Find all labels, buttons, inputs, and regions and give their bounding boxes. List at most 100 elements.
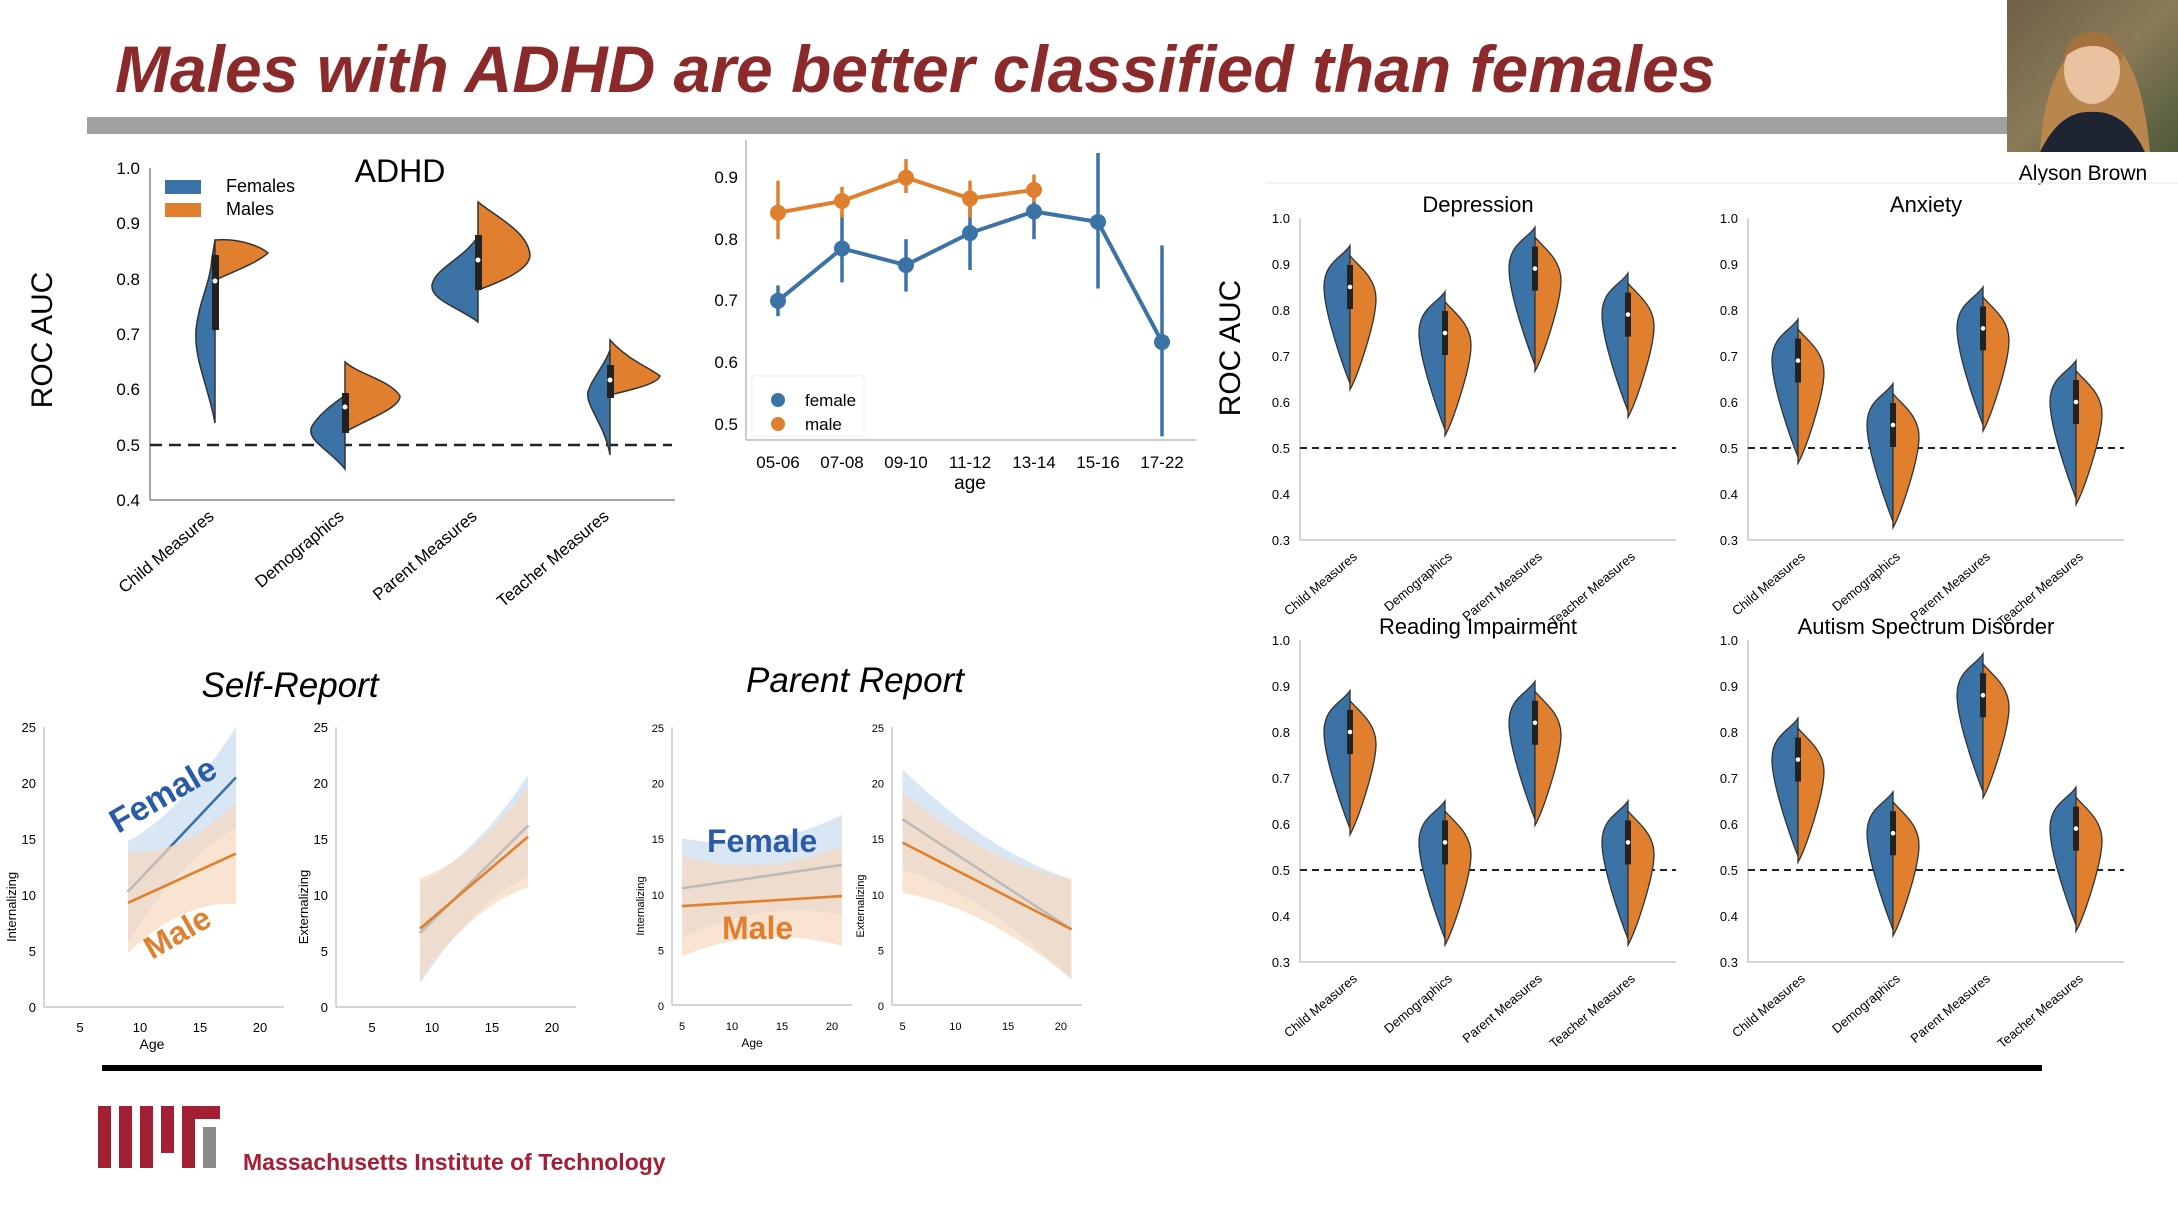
reg-xtick: 15	[485, 1020, 499, 1035]
reg-xtick: 5	[679, 1021, 685, 1033]
panel-ytick: 0.9	[1272, 257, 1290, 272]
adhd-xtick-teacher: Teacher Measures	[493, 507, 612, 611]
panel-ytick: 0.4	[1720, 487, 1738, 502]
panel-xtick: Parent Measures	[1459, 548, 1545, 623]
panel-title: Anxiety	[1890, 192, 1962, 217]
panel-ytick: 0.7	[1720, 771, 1738, 786]
panel-violin-female	[1601, 271, 1629, 412]
panel-title: Autism Spectrum Disorder	[1798, 614, 2055, 639]
reg-ytick: 0	[29, 1000, 36, 1015]
reg-xtick: 15	[776, 1021, 788, 1033]
panel-median	[1625, 840, 1631, 845]
panel-violin-female	[1418, 798, 1446, 940]
parent-report-male-label: Male	[722, 910, 793, 946]
adhd-ytick: 0.8	[116, 270, 140, 289]
panel-violin-male	[1349, 698, 1377, 838]
violin-panel-reading-impairment: 0.3 0.4 0.5 0.6 0.7 0.8 0.9 1.0 Reading Impairme…	[1272, 614, 1676, 1051]
age-legend-label-female: female	[805, 391, 856, 410]
reg-ytick: 5	[878, 945, 884, 957]
panel-violin-male	[1444, 809, 1472, 948]
panel-xtick: Demographics	[1381, 970, 1455, 1036]
panel-violin-female	[1323, 688, 1351, 829]
adhd-ytick: 0.7	[116, 325, 140, 344]
age-point-male	[834, 193, 850, 210]
reg-xtick: 5	[368, 1020, 375, 1035]
age-point-female	[770, 292, 786, 309]
adhd-violin-chart: 0.4 0.5 0.6 0.7 0.8 0.9 1.0 ROC AUC ADHD…	[26, 153, 675, 611]
age-point-female	[962, 225, 978, 242]
reg-ytick: 5	[658, 945, 664, 957]
adhd-violin-male-child	[214, 238, 270, 282]
panel-xtick: Teacher Measures	[1994, 970, 2086, 1051]
panel-ytick: 0.3	[1272, 955, 1290, 970]
reg-line	[901, 841, 1073, 931]
violin-panel-anxiety: 0.3 0.4 0.5 0.6 0.7 0.8 0.9 1.0 Anxiety Child Mea…	[1720, 192, 2124, 629]
title-underline	[87, 117, 2007, 134]
panel-ytick: 1.0	[1720, 633, 1738, 648]
age-xtick: 07-08	[820, 453, 863, 472]
panel-ytick: 0.8	[1272, 303, 1290, 318]
age-ytick: 0.7	[714, 291, 738, 310]
panel-ytick: 0.7	[1720, 349, 1738, 364]
age-pointplot: 0.5 0.6 0.7 0.8 0.9 05-06 07-08 09-10 11…	[714, 140, 1196, 494]
age-legend-label-male: male	[805, 415, 842, 434]
panel-median	[1442, 330, 1448, 336]
age-xtick: 09-10	[884, 453, 927, 472]
panel-violin-female	[1508, 679, 1536, 820]
age-xlabel: age	[954, 473, 986, 494]
panel-median	[1442, 840, 1448, 845]
adhd-median-teacher	[607, 377, 613, 383]
panel-violin-male	[1444, 299, 1472, 439]
panel-ytick: 0.9	[1720, 257, 1738, 272]
adhd-violin-female-parent	[431, 233, 479, 324]
mit-logo	[98, 1106, 220, 1168]
reg-ytick: 0	[658, 1001, 664, 1013]
adhd-xtick-child: Child Measures	[115, 507, 218, 597]
panel-ytick: 0.8	[1720, 725, 1738, 740]
reg-ytick: 5	[29, 944, 36, 959]
reg-xtick: 15	[193, 1020, 207, 1035]
panel-median	[2073, 826, 2079, 831]
age-legend-marker-female	[771, 393, 785, 407]
panel-median	[1980, 326, 1986, 331]
panel-xtick: Parent Measures	[1907, 548, 1993, 623]
reg-xtick: 10	[133, 1020, 147, 1035]
presenter-photo	[2007, 0, 2178, 152]
reg-ytick: 20	[872, 779, 884, 791]
adhd-box-child	[212, 255, 219, 330]
panel-ytick: 0.7	[1272, 349, 1290, 364]
age-xtick: 05-06	[756, 453, 799, 472]
reg-ytick: 20	[314, 776, 328, 791]
reg-xtick: 5	[899, 1021, 905, 1033]
regression-panel-3: 0 5 10 15 20 25 5 10 15 20 Externalizing	[855, 723, 1082, 1033]
panel-xtick: Child Measures	[1281, 970, 1360, 1040]
reg-xtick: 20	[545, 1020, 559, 1035]
panel-violin-male	[2075, 368, 2103, 508]
reg-ytick: 25	[872, 723, 884, 735]
reg-line	[419, 835, 529, 930]
adhd-violin-male-teacher	[609, 338, 661, 396]
panel-ytick: 1.0	[1720, 211, 1738, 226]
panel-ytick: 0.3	[1720, 533, 1738, 548]
reg-ytick: 5	[321, 944, 328, 959]
panel-violin-female	[1771, 317, 1799, 458]
age-xtick: 15-16	[1076, 453, 1119, 472]
panel-violin-male	[1534, 689, 1562, 828]
panel-ytick: 0.5	[1272, 441, 1290, 456]
reg-ytick: 15	[314, 832, 328, 847]
reg-xtick: 10	[425, 1020, 439, 1035]
adhd-median-parent	[475, 257, 481, 263]
reg-ytick: 25	[652, 723, 664, 735]
panel-median	[1795, 358, 1801, 363]
panel-ytick: 0.4	[1272, 909, 1290, 924]
reg-xtick: 20	[1055, 1021, 1067, 1033]
panel-violin-male	[1892, 391, 1920, 531]
panel-xtick: Parent Measures	[1907, 970, 1993, 1045]
panel-median	[1890, 422, 1896, 428]
age-xtick: 11-12	[949, 453, 991, 472]
reg-ytick: 15	[872, 834, 884, 846]
reg-xtick: 10	[726, 1021, 738, 1033]
reg-ytick: 0	[878, 1001, 884, 1013]
adhd-ytick: 1.0	[116, 159, 140, 178]
